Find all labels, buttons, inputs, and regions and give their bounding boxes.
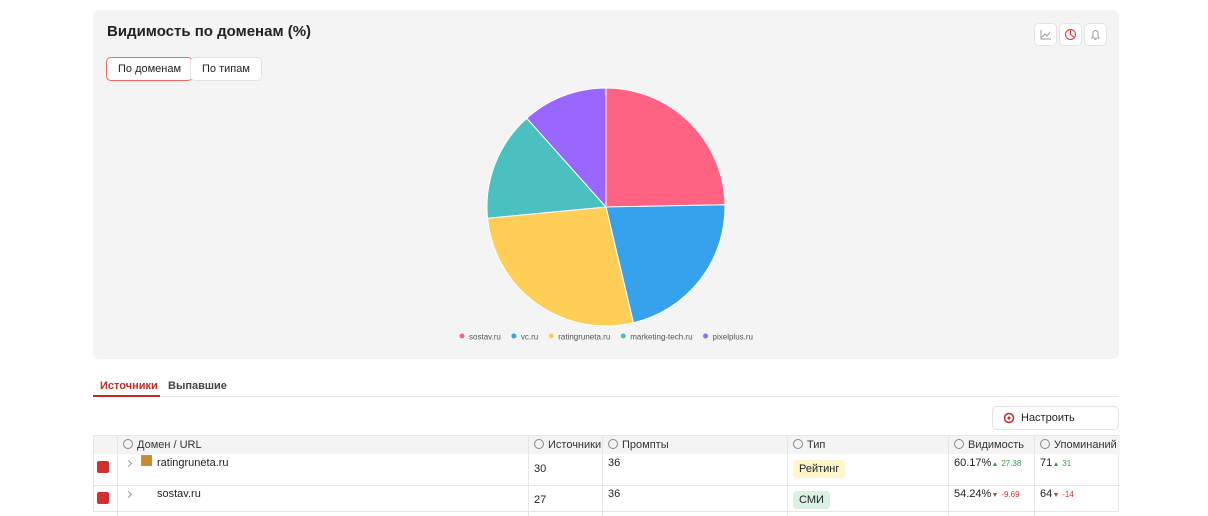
header-icon xyxy=(1040,439,1050,449)
header-label: Тип xyxy=(807,439,826,451)
mentions: 71 xyxy=(1040,457,1053,469)
header-cell: Промпты xyxy=(602,436,787,454)
prompts: 36 xyxy=(608,488,621,500)
header-cell: Домен / URL xyxy=(117,436,528,454)
sources: 30 xyxy=(534,463,547,475)
header-label: Упоминаний xyxy=(1054,439,1117,451)
tab[interactable]: Выпавшие xyxy=(168,380,227,392)
legend-swatch xyxy=(703,333,709,339)
type-cell: СМИ xyxy=(787,485,948,516)
change: -14 xyxy=(1062,490,1074,499)
legend-label: ratingruneta.ru xyxy=(558,333,610,342)
domain-cell: ratingruneta.ru xyxy=(117,454,528,485)
pie-chart: sostav.ru vc.ru ratingruneta.ru marketing-t… xyxy=(459,87,753,342)
type-cell: Рейтинг xyxy=(787,454,948,485)
pie-chart-icon[interactable] xyxy=(1059,23,1082,46)
header-label: Домен / URL xyxy=(137,439,202,451)
header-icon xyxy=(608,439,618,449)
legend-label: vc.ru xyxy=(521,333,538,342)
mentions-cell: 64 -14 xyxy=(1034,485,1120,516)
arrow-down xyxy=(1054,493,1059,497)
legend-swatch xyxy=(459,333,465,339)
type-badge: СМИ xyxy=(793,491,830,509)
type-badge: Рейтинг xyxy=(793,460,846,478)
visibility: 60.17% xyxy=(954,457,992,469)
favicon xyxy=(141,486,152,497)
domain-link[interactable]: sostav.ru xyxy=(157,488,201,500)
header-icon xyxy=(954,439,964,449)
prompts-cell: 36 xyxy=(602,454,787,485)
configure-button[interactable]: Настроить таблицу xyxy=(992,406,1119,446)
header-label: Промпты xyxy=(622,439,669,451)
pie-slice xyxy=(605,204,726,324)
header-cell: Упоминаний xyxy=(1034,436,1120,454)
mentions: 64 xyxy=(1040,488,1053,500)
tab[interactable]: Источники xyxy=(100,380,158,392)
sources-cell: 30 xyxy=(528,454,602,485)
pie-slice xyxy=(486,206,635,327)
checkbox[interactable] xyxy=(97,492,109,504)
mentions-cell: 71 31 xyxy=(1034,454,1120,485)
line-chart-icon[interactable] xyxy=(1034,23,1057,46)
checkbox-cell xyxy=(94,485,117,516)
toggle-button[interactable]: По типам xyxy=(190,57,262,81)
row-divider xyxy=(94,485,1120,486)
header-cell: Тип xyxy=(787,436,948,454)
legend-swatch xyxy=(548,333,554,339)
pie-slice xyxy=(605,87,726,208)
sources: 27 xyxy=(534,494,547,506)
header-cell: Видимость xyxy=(948,436,1034,454)
change: 27.38 xyxy=(1001,459,1022,468)
legend-swatch xyxy=(620,333,626,339)
header-cell: Источники xyxy=(528,436,602,454)
header-label: Видимость xyxy=(968,439,1024,451)
visibility-cell: 54.24% -9.69 xyxy=(948,485,1034,516)
tab-divider xyxy=(93,396,1119,397)
header-cell xyxy=(94,436,117,454)
header-icon xyxy=(793,439,803,449)
arrow-up xyxy=(993,462,998,466)
header-icon xyxy=(534,439,544,449)
checkbox[interactable] xyxy=(97,461,109,473)
change: -9.69 xyxy=(1001,490,1020,499)
expand-chevron xyxy=(124,459,133,468)
domain-link[interactable]: ratingruneta.ru xyxy=(157,457,229,469)
tab-indicator xyxy=(93,395,160,397)
favicon xyxy=(141,455,152,466)
bell-icon[interactable] xyxy=(1084,23,1107,46)
pie-slice xyxy=(486,117,608,219)
change: 31 xyxy=(1062,459,1072,468)
header-label: Источники xyxy=(548,439,602,451)
expand-chevron xyxy=(124,490,133,499)
prompts: 36 xyxy=(608,457,621,469)
checkbox-cell xyxy=(94,454,117,485)
visibility-cell: 60.17% 27.38 xyxy=(948,454,1034,485)
data-table: Домен / URL Источники Промпты Тип Видимость У… xyxy=(93,435,1120,516)
sources-cell: 27 xyxy=(528,485,602,516)
toggle-button[interactable]: По доменам xyxy=(106,57,194,81)
domain-cell: sostav.ru xyxy=(117,485,528,516)
legend-label: sostav.ru xyxy=(469,333,501,342)
legend: sostav.ru vc.ru ratingruneta.ru marketing-t… xyxy=(459,333,753,342)
prompts-cell: 36 xyxy=(602,485,787,516)
header-icon xyxy=(123,439,133,449)
arrow-up xyxy=(1054,462,1059,466)
visibility: 54.24% xyxy=(954,488,992,500)
legend-swatch xyxy=(511,333,517,339)
legend-label: marketing-tech.ru xyxy=(630,333,692,342)
legend-label: pixelplus.ru xyxy=(713,333,753,342)
arrow-down xyxy=(993,493,998,497)
chart-title: Видимость по доменам (%) xyxy=(107,23,312,40)
pie-slice xyxy=(526,87,607,209)
